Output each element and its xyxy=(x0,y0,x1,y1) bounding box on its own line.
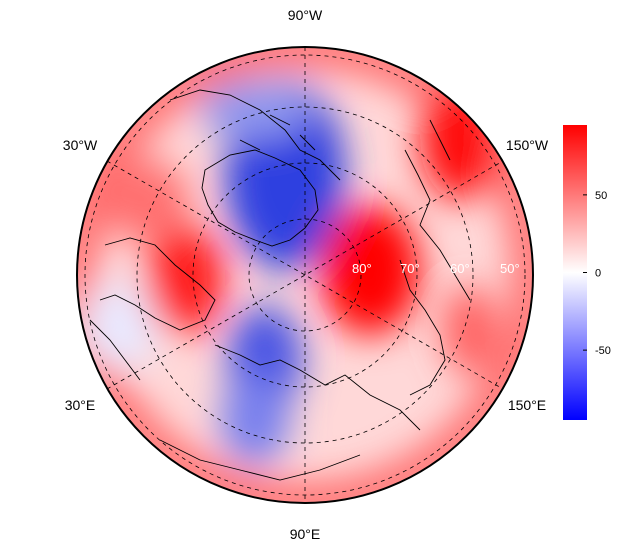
coast-alaska xyxy=(404,119,471,301)
blob-asia-negative-south xyxy=(220,375,290,465)
parallel-60 xyxy=(136,106,474,444)
lon-label-90e: 90°E xyxy=(290,526,321,542)
coast-greenland xyxy=(201,149,319,247)
lon-labels: 90°W 30°W 150°W 30°E 150°E 90°E xyxy=(63,7,549,542)
lat-label-80: 80° xyxy=(352,261,372,276)
lat-label-60: 60° xyxy=(450,261,470,276)
map-border xyxy=(76,46,534,504)
parallel-70 xyxy=(192,162,418,388)
lon-label-90w: 90°W xyxy=(288,7,323,23)
blob-atlantic-positive xyxy=(100,160,190,240)
coastlines xyxy=(89,89,471,481)
coast-canada xyxy=(169,89,341,181)
blob-pacific-positive xyxy=(442,285,498,375)
coast-asia xyxy=(159,344,421,481)
colorbar-tick-label-1: 0 xyxy=(595,268,601,280)
lat-labels: 80° 70° 60° 50° xyxy=(352,261,520,276)
coast-east-asia xyxy=(399,259,446,396)
blob-canada-negative xyxy=(200,80,310,140)
parallel-80 xyxy=(248,218,362,332)
lon-label-30e: 30°E xyxy=(65,397,96,413)
colorbar-ticks: 50 0 -50 xyxy=(583,190,611,357)
lon-label-150w: 150°W xyxy=(506,137,549,153)
lat-label-50: 50° xyxy=(500,261,520,276)
lon-label-30w: 30°W xyxy=(63,137,98,153)
colorbar-tick-label-0: 50 xyxy=(595,190,607,202)
blob-europe-neutral xyxy=(80,280,160,370)
graticule xyxy=(84,47,526,503)
colorbar: 50 0 -50 xyxy=(563,125,611,420)
colorbar-tick-label-2: -50 xyxy=(595,345,611,357)
blob-arctic-positive xyxy=(320,205,420,335)
lat-label-70: 70° xyxy=(400,261,420,276)
coast-europe xyxy=(89,237,216,381)
blob-europe-positive xyxy=(145,225,225,335)
lon-label-150e: 150°E xyxy=(508,397,546,413)
